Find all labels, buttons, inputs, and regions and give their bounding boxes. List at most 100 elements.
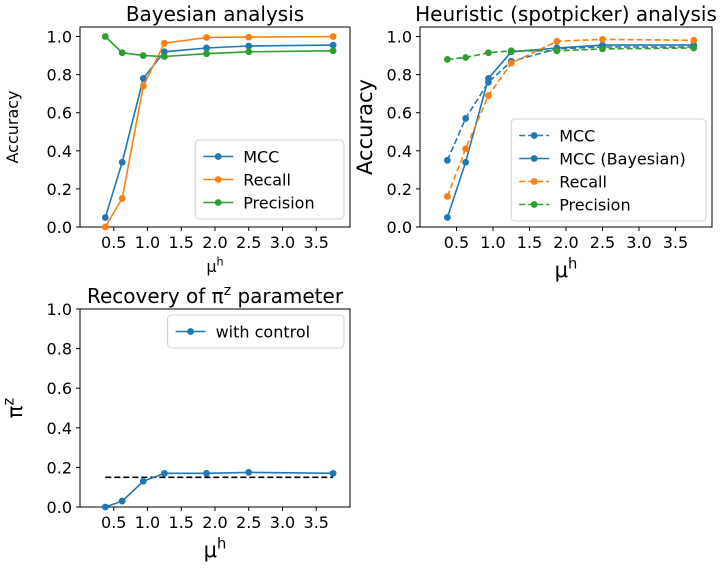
y-tick-label: 0.6 — [47, 104, 72, 123]
data-point — [118, 497, 126, 505]
y-tick-label: 0.4 — [47, 419, 72, 438]
series-line-3 — [104, 35, 334, 58]
y-tick-label: 0.0 — [47, 218, 72, 237]
data-point — [443, 55, 451, 63]
data-point — [160, 48, 168, 56]
x-axis-label-base: μ — [206, 257, 216, 276]
data-point — [139, 82, 147, 90]
chart-title-suffix: parameter — [231, 284, 344, 308]
data-point — [462, 54, 470, 61]
x-tick-label: 3.5 — [663, 233, 688, 252]
data-point — [329, 41, 337, 49]
data-point — [160, 39, 168, 47]
data-point — [690, 36, 698, 44]
y-tick-label: 0.0 — [387, 218, 412, 237]
y-tick-label: 0.8 — [47, 340, 72, 359]
x-axis-label-base: μ — [204, 538, 217, 562]
legend-label: Recall — [243, 171, 291, 190]
data-point — [329, 33, 337, 40]
x-tick-label: 1.0 — [135, 513, 160, 532]
chart-title: Bayesian analysis — [126, 2, 304, 26]
y-tick-label: 0.8 — [47, 66, 72, 85]
data-point — [462, 158, 470, 166]
chart-title-sup: z — [224, 283, 231, 299]
y-tick-label: 1.0 — [47, 28, 72, 47]
y-axis-label-sup: z — [1, 398, 18, 406]
y-tick-label: 0.2 — [387, 180, 412, 199]
data-point — [485, 92, 492, 99]
legend: MCC Recall Precision — [194, 139, 345, 220]
legend-label: MCC — [559, 127, 595, 146]
y-tick-label: 0.4 — [47, 142, 72, 161]
x-tick-label: 0.5 — [101, 233, 126, 252]
x-tick-label: 1.5 — [169, 233, 194, 252]
data-point — [203, 44, 210, 52]
y-tick-label: 0.8 — [387, 66, 412, 85]
x-tick-label: 1.0 — [135, 233, 160, 252]
x-tick-label: 3.0 — [270, 233, 295, 252]
x-tick-label: 3.0 — [626, 233, 651, 252]
data-point — [485, 49, 492, 57]
data-point — [245, 42, 253, 50]
data-point — [160, 53, 168, 60]
data-point — [101, 503, 109, 511]
x-tick-label: 1.0 — [480, 233, 505, 252]
data-point — [203, 50, 210, 58]
y-axis-label: Accuracy — [3, 90, 22, 163]
data-point — [462, 145, 470, 153]
y-axis-label-base: π — [3, 405, 27, 418]
x-axis-label-sup: h — [568, 256, 577, 273]
x-tick-label: 2.0 — [202, 513, 227, 532]
data-point — [443, 156, 451, 164]
y-tick-label: 0.0 — [47, 498, 72, 517]
x-tick-label: 2.5 — [590, 233, 615, 252]
data-point — [443, 214, 451, 221]
data-point — [245, 33, 253, 41]
data-point — [139, 52, 147, 59]
data-point — [139, 477, 147, 485]
x-tick-label: 2.0 — [202, 233, 227, 252]
y-tick-label: 0.2 — [47, 458, 72, 477]
data-point — [507, 59, 515, 67]
x-axis-label: μh — [555, 256, 578, 282]
legend-label: with control — [216, 323, 311, 342]
x-tick-label: 0.5 — [444, 233, 469, 252]
y-tick-label: 0.6 — [47, 379, 72, 398]
legend-marker — [214, 153, 222, 160]
data-point — [101, 223, 109, 231]
x-tick-label: 2.0 — [553, 233, 578, 252]
data-point — [329, 469, 337, 477]
x-axis-label-sup: h — [217, 256, 224, 269]
x-tick-label: 3.0 — [270, 513, 295, 532]
legend: MCC MCC (Bayesian) Recall Precision — [510, 118, 707, 222]
y-axis-label: πz — [1, 398, 27, 419]
x-axis-label: μh — [206, 256, 223, 276]
legend-marker — [530, 155, 538, 162]
data-point — [599, 45, 606, 53]
y-tick-label: 0.6 — [387, 104, 412, 123]
chart-panel-1: 0.5 1.0 1.5 2.0 2.5 3.0 3.5 0.0 0.2 0.4 0.6 0.8 1.0 B… — [3, 2, 351, 276]
data-point — [553, 47, 561, 55]
legend-label: MCC — [243, 148, 279, 167]
legend-marker — [214, 176, 222, 183]
data-point — [118, 195, 126, 202]
data-point — [118, 49, 126, 57]
chart-title: Heuristic (spotpicker) analysis — [415, 2, 717, 26]
y-tick-label: 0.2 — [47, 180, 72, 199]
x-tick-label: 3.5 — [304, 233, 329, 252]
data-point — [485, 75, 492, 82]
data-point — [101, 214, 109, 221]
legend-label: Precision — [243, 194, 314, 213]
data-point — [245, 48, 253, 56]
x-axis-label: μh — [204, 536, 227, 562]
x-tick-label: 0.5 — [101, 513, 126, 532]
x-tick-label: 1.5 — [169, 513, 194, 532]
data-point — [462, 115, 470, 122]
data-point — [690, 44, 698, 52]
y-axis-label: Accuracy — [353, 79, 377, 175]
data-point — [160, 469, 168, 477]
data-point — [101, 33, 109, 40]
y-tick-label: 1.0 — [387, 28, 412, 47]
legend-marker — [530, 201, 538, 208]
